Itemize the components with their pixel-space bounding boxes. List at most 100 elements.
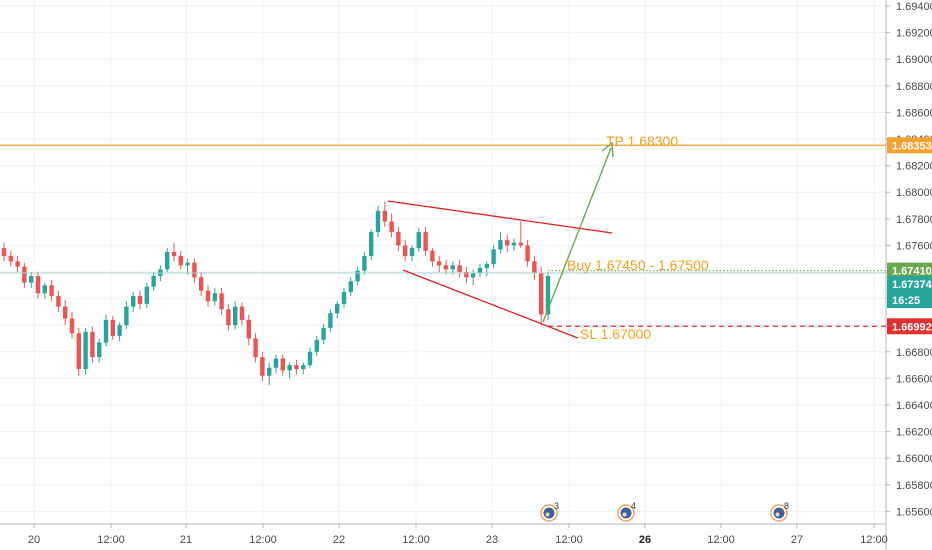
annotations: TP 1.68300 Buy 1.67450 - 1.67500 SL 1.6700… <box>0 133 886 522</box>
candle-body <box>355 270 360 282</box>
candle-body <box>348 281 353 292</box>
y-tick-label: 1.67800 <box>896 214 932 226</box>
y-tick-label: 1.66800 <box>896 347 932 359</box>
flag-icon <box>620 507 632 519</box>
candle-body <box>76 333 81 370</box>
candle-body <box>539 273 544 315</box>
buy-price-tag: 1.67410 <box>892 266 932 278</box>
candle-body <box>35 275 41 294</box>
candle-body <box>505 240 510 246</box>
y-tick-label: 1.67600 <box>896 240 932 252</box>
candle-body <box>69 318 75 334</box>
candle-body <box>185 262 190 266</box>
y-tick-label: 1.66200 <box>896 427 932 439</box>
x-tick-label: 22 <box>333 534 345 546</box>
last-price-tag: 1.67374 <box>892 279 932 291</box>
candle-body <box>409 248 415 257</box>
x-tick-label: 21 <box>180 534 192 546</box>
buy-price-tag-bg <box>887 262 932 279</box>
candle-body <box>63 306 68 319</box>
y-tick-label: 1.65800 <box>896 480 932 492</box>
candle-body <box>246 319 251 339</box>
x-tick-label: 12:00 <box>249 534 277 546</box>
candle-body <box>273 358 279 368</box>
grid-lines <box>0 0 886 524</box>
candle-body <box>178 256 183 266</box>
candle-body <box>443 265 449 270</box>
y-tick-label: 1.69000 <box>896 54 932 66</box>
y-tick-label: 1.68600 <box>896 107 932 119</box>
candle-body <box>205 290 211 302</box>
last-price-tag-bg <box>887 276 932 292</box>
candle-body <box>464 272 469 278</box>
candle-body <box>131 295 136 307</box>
candle-body <box>83 331 88 370</box>
flag-icon-detail <box>545 512 550 517</box>
x-axis[interactable]: 20 12:00 21 12:00 22 12:00 23 12:00 26 12:00 27 12:… <box>0 523 888 546</box>
y-tick-label: 1.65600 <box>896 506 932 518</box>
candle-body <box>8 256 13 262</box>
flag-icon-detail <box>775 512 780 517</box>
candle-body <box>314 339 319 352</box>
candle-body <box>49 285 54 296</box>
candle-body <box>137 295 143 304</box>
candle-body <box>416 232 421 249</box>
candle-body <box>103 319 109 343</box>
x-tick-label: 12:00 <box>97 534 125 546</box>
x-tick-label: 27 <box>791 534 803 546</box>
candle-body <box>97 342 102 358</box>
candle-body <box>471 273 476 278</box>
candle-body <box>22 266 27 283</box>
candle-body <box>545 275 551 315</box>
candle-body <box>335 303 340 314</box>
candle-body <box>280 358 285 371</box>
candle-body <box>29 275 34 283</box>
projection-arrow <box>542 147 612 323</box>
candle-body <box>212 293 217 302</box>
sl-price-tag-bg <box>887 318 932 335</box>
y-tick-label: 1.68200 <box>896 161 932 173</box>
candle-body <box>450 265 455 270</box>
candle-body <box>477 268 483 274</box>
event-badge[interactable]: 3 <box>540 501 559 522</box>
buy-annotation: Buy 1.67450 - 1.67500 <box>567 257 709 273</box>
wedge-upper-line <box>387 200 613 234</box>
candle-body <box>532 261 537 274</box>
candle-body <box>287 365 292 371</box>
candle-body <box>518 242 523 246</box>
event-badge-count: 4 <box>631 501 636 511</box>
candle-body <box>171 252 177 257</box>
y-tick-label: 1.68800 <box>896 81 932 93</box>
candle-body <box>267 367 272 376</box>
tp-price-tag-bg <box>887 137 932 154</box>
candle-body <box>199 277 204 291</box>
candle-body <box>491 249 496 265</box>
candle-body <box>260 357 265 376</box>
projection-arrow-head <box>601 141 614 158</box>
candle-body <box>457 265 462 272</box>
countdown-tag-bg <box>887 292 932 308</box>
flag-icon <box>543 507 555 519</box>
candle-body <box>56 295 61 307</box>
candle-body <box>15 261 20 267</box>
y-tick-label: 1.66000 <box>896 453 932 465</box>
y-tick-label: 1.66600 <box>896 373 932 385</box>
flag-icon <box>773 507 785 519</box>
event-badge[interactable]: 8 <box>770 501 789 522</box>
sl-price-tag: 1.66992 <box>892 321 932 333</box>
candle-body <box>226 309 231 326</box>
candle-body <box>525 245 530 262</box>
candle-body <box>124 306 129 326</box>
y-tick-label: 1.68000 <box>896 187 932 199</box>
x-tick-label: 20 <box>28 534 40 546</box>
tp-annotation: TP 1.68300 <box>606 133 678 149</box>
candle-body <box>42 285 47 294</box>
x-tick-label: 12:00 <box>555 534 583 546</box>
candle-body <box>382 210 387 222</box>
candle-body <box>403 245 408 257</box>
event-badge-count: 8 <box>784 501 789 511</box>
y-tick-label: 1.69400 <box>896 1 932 13</box>
sl-annotation: SL 1.67000 <box>580 326 651 342</box>
event-badge[interactable]: 4 <box>617 501 636 522</box>
